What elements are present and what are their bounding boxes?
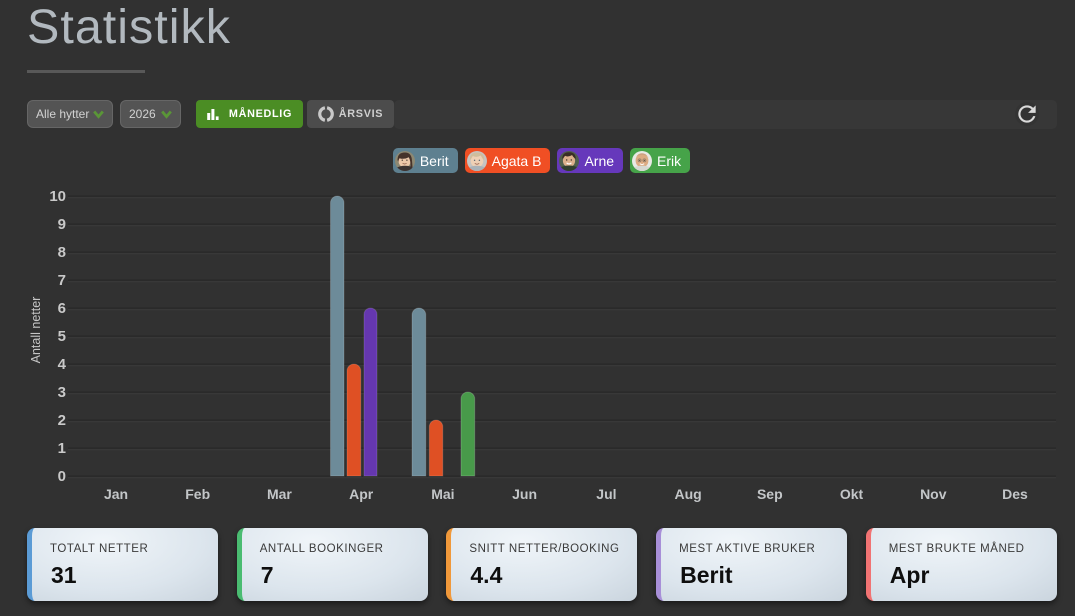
svg-text:Apr: Apr <box>349 486 374 502</box>
svg-text:Nov: Nov <box>920 486 947 502</box>
svg-text:6: 6 <box>58 300 66 317</box>
svg-text:Sep: Sep <box>757 486 783 502</box>
svg-text:Mar: Mar <box>267 486 292 502</box>
svg-text:8: 8 <box>58 244 66 261</box>
svg-text:1: 1 <box>58 440 66 457</box>
svg-text:Feb: Feb <box>185 486 210 502</box>
svg-text:5: 5 <box>58 328 66 345</box>
svg-text:Aug: Aug <box>674 486 701 502</box>
svg-text:Okt: Okt <box>840 486 864 502</box>
svg-text:Antall netter: Antall netter <box>29 297 43 364</box>
svg-text:4: 4 <box>58 356 67 373</box>
svg-text:Mai: Mai <box>431 486 454 502</box>
svg-text:Des: Des <box>1002 486 1028 502</box>
svg-text:Jan: Jan <box>104 486 128 502</box>
svg-text:7: 7 <box>58 272 66 289</box>
svg-text:Jun: Jun <box>512 486 537 502</box>
svg-text:10: 10 <box>49 188 66 205</box>
svg-text:3: 3 <box>58 384 66 401</box>
svg-text:0: 0 <box>58 468 66 485</box>
svg-text:9: 9 <box>58 216 66 233</box>
svg-text:2: 2 <box>58 412 66 429</box>
svg-text:Jul: Jul <box>596 486 616 502</box>
